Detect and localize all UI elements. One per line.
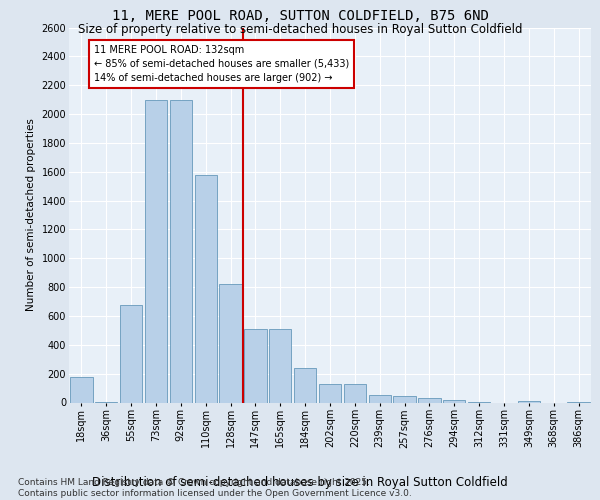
Bar	[220, 284, 242, 403]
Bar	[319, 384, 341, 402]
Bar	[518, 401, 540, 402]
Bar	[70, 378, 92, 402]
Text: Size of property relative to semi-detached houses in Royal Sutton Coldfield: Size of property relative to semi-detach…	[78, 22, 522, 36]
Text: 11 MERE POOL ROAD: 132sqm
← 85% of semi-detached houses are smaller (5,433)
14% : 11 MERE POOL ROAD: 132sqm ← 85% of semi-…	[94, 45, 349, 83]
Bar	[443, 400, 466, 402]
Bar	[294, 368, 316, 402]
Bar	[145, 100, 167, 403]
Bar	[344, 384, 366, 402]
Y-axis label: Number of semi-detached properties: Number of semi-detached properties	[26, 118, 36, 312]
Bar	[244, 329, 266, 402]
Text: Distribution of semi-detached houses by size in Royal Sutton Coldfield: Distribution of semi-detached houses by …	[92, 476, 508, 489]
Text: Contains HM Land Registry data © Crown copyright and database right 2025.
Contai: Contains HM Land Registry data © Crown c…	[18, 478, 412, 498]
Bar	[120, 305, 142, 402]
Text: 11, MERE POOL ROAD, SUTTON COLDFIELD, B75 6ND: 11, MERE POOL ROAD, SUTTON COLDFIELD, B7…	[112, 9, 488, 23]
Bar	[170, 100, 192, 403]
Bar	[194, 176, 217, 402]
Bar	[418, 398, 440, 402]
Bar	[269, 329, 292, 402]
Bar	[394, 396, 416, 402]
Bar	[368, 394, 391, 402]
